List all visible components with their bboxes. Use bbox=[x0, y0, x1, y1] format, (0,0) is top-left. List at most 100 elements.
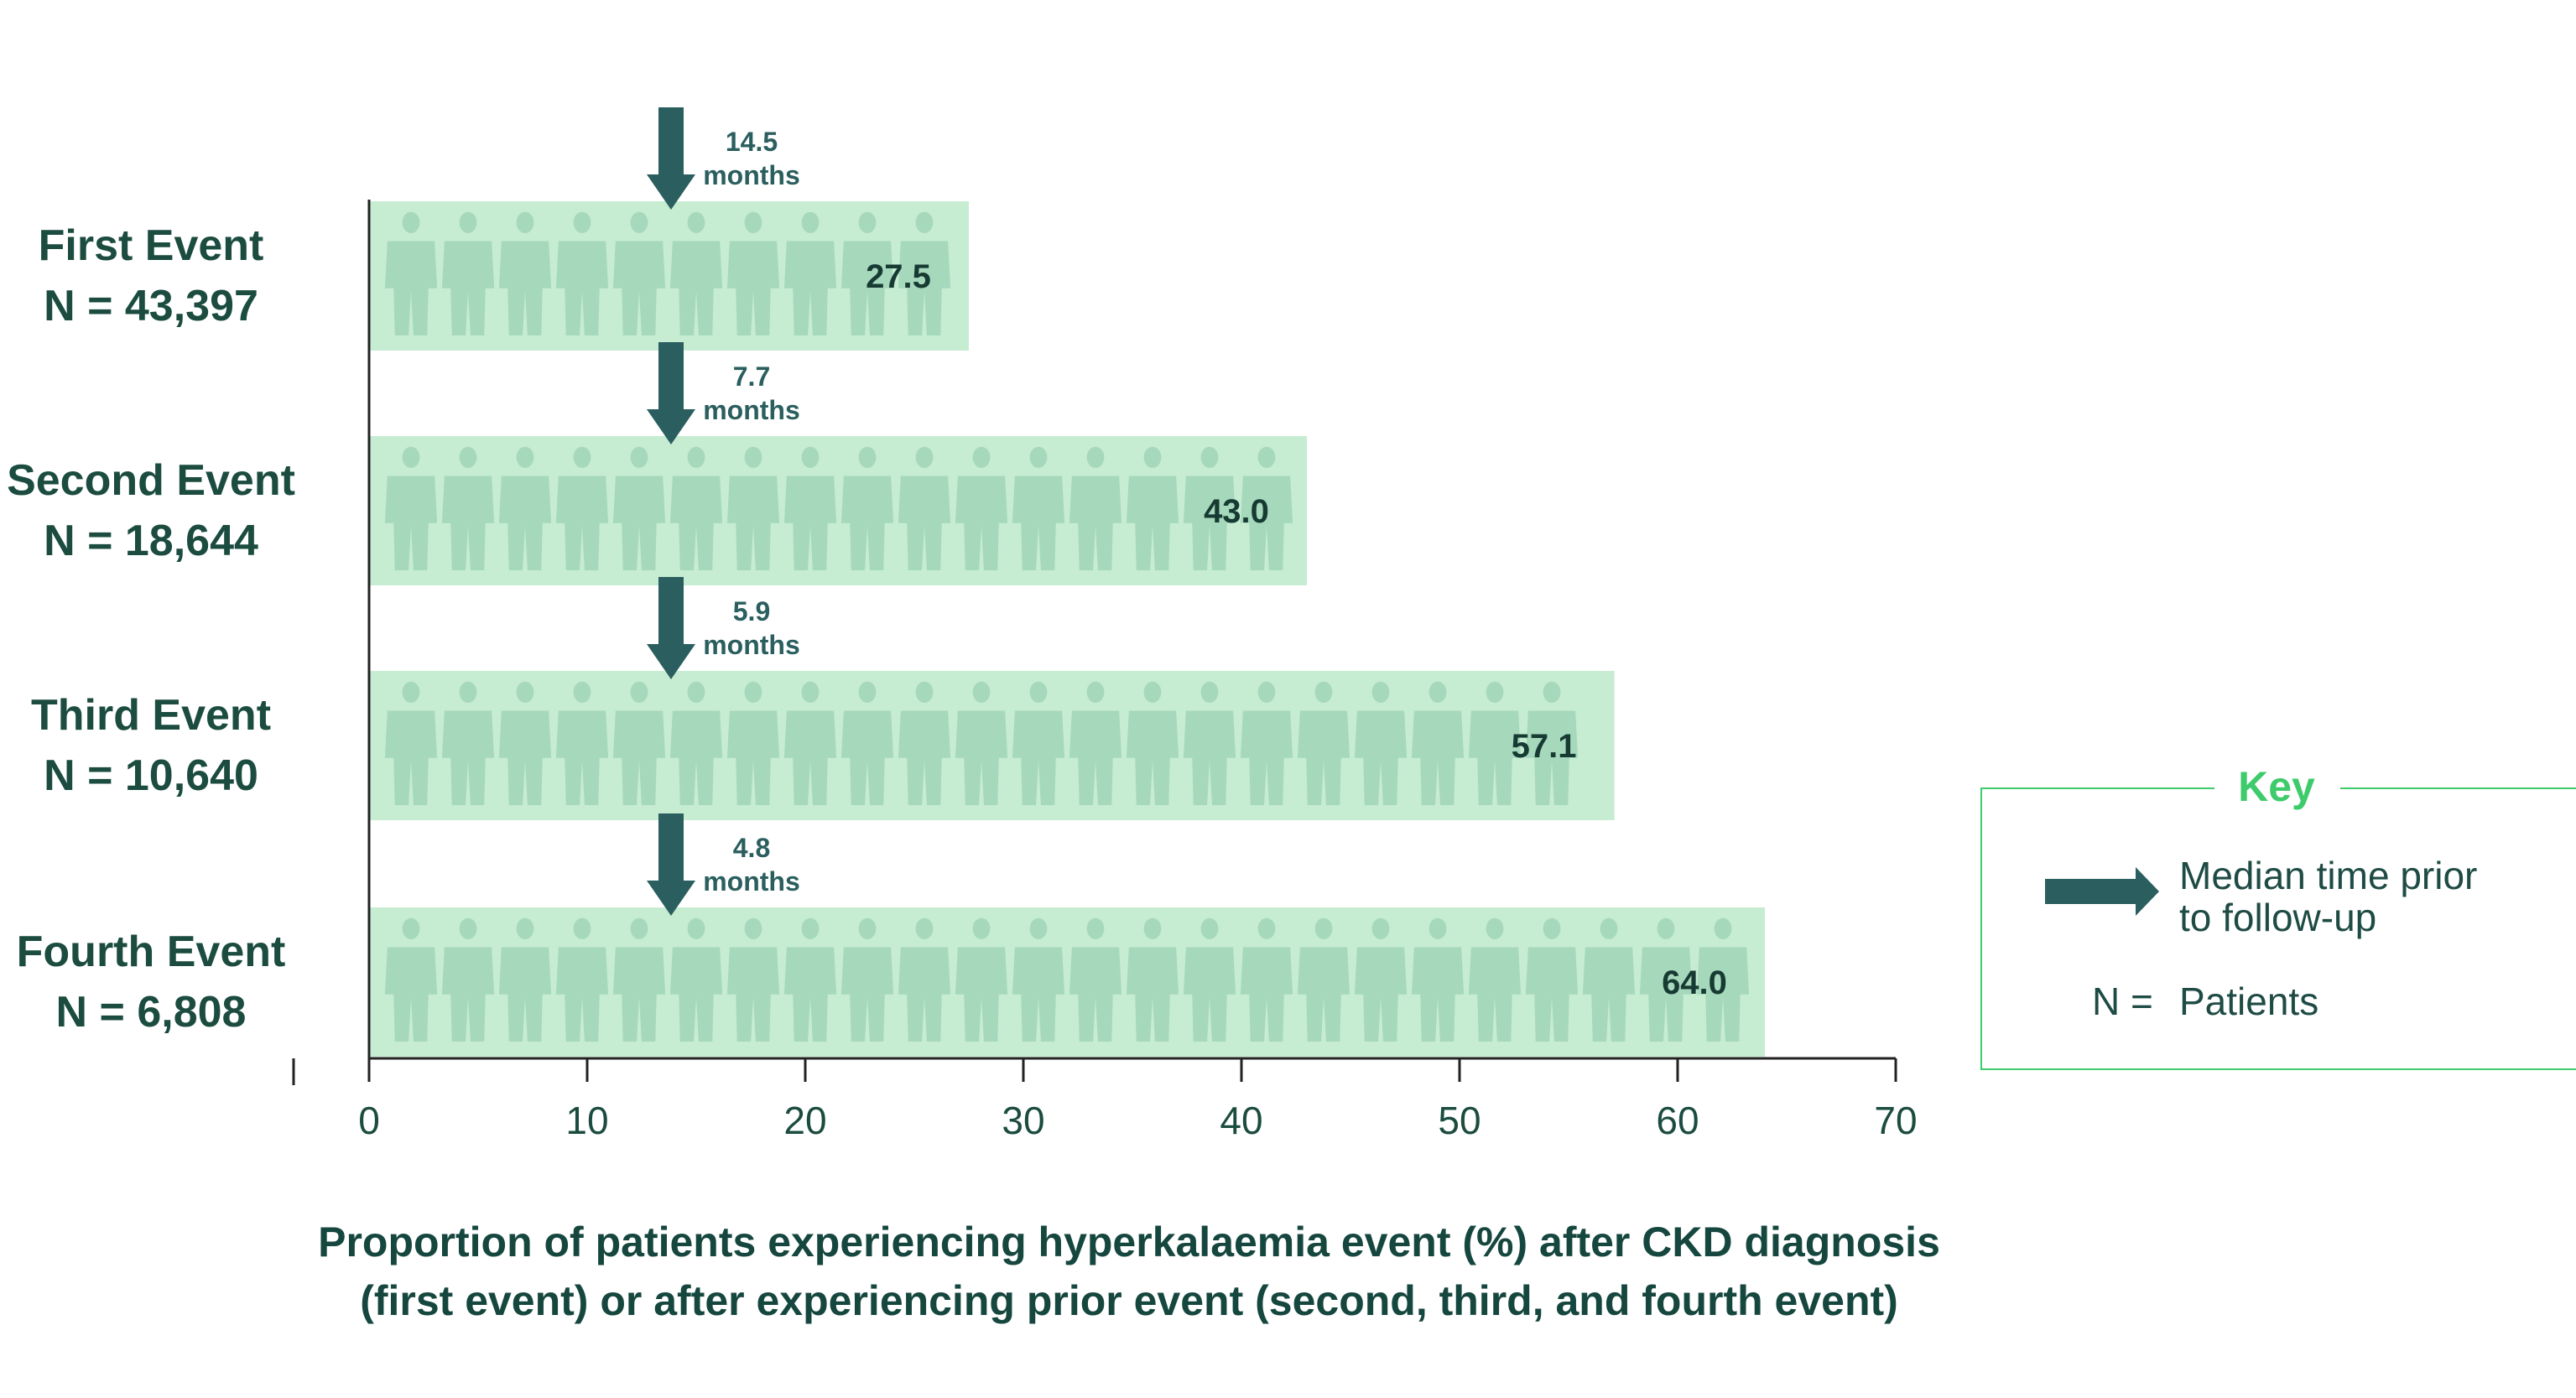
person-icon bbox=[1240, 446, 1293, 570]
category-n-label: N = 6,808 bbox=[56, 988, 247, 1037]
person-icon bbox=[1297, 917, 1350, 1042]
person-icon bbox=[498, 681, 552, 805]
person-icon bbox=[1069, 681, 1122, 805]
person-icon bbox=[384, 917, 438, 1042]
person-icon bbox=[555, 446, 609, 570]
key-arrow-text-line1: Median time prior bbox=[2179, 854, 2477, 897]
key-title: Key bbox=[2238, 763, 2315, 810]
bar-1-person-icons bbox=[384, 211, 951, 335]
bar-value-label: 27.5 bbox=[866, 258, 931, 295]
key-arrow-text-line2: to follow-up bbox=[2179, 896, 2376, 939]
median-time-value: 14.5 bbox=[726, 127, 778, 157]
person-icon bbox=[441, 446, 495, 570]
bars-layer: 27.514.5months43.07.7months57.15.9months… bbox=[369, 107, 1765, 1057]
person-icon bbox=[1411, 917, 1465, 1042]
person-icon bbox=[1468, 917, 1522, 1042]
person-icon bbox=[726, 917, 780, 1042]
person-icon bbox=[840, 917, 894, 1042]
person-icon bbox=[669, 917, 723, 1042]
key-n-text: Patients bbox=[2179, 980, 2318, 1023]
person-icon bbox=[1354, 681, 1408, 805]
person-icon bbox=[1525, 681, 1579, 805]
category-label: Fourth Event bbox=[17, 928, 286, 976]
x-tick-label: 70 bbox=[1874, 1099, 1917, 1142]
median-time-unit: months bbox=[703, 630, 800, 660]
bar-value-label: 64.0 bbox=[1662, 964, 1727, 1001]
person-icon bbox=[1069, 446, 1122, 570]
median-time-arrow-icon bbox=[647, 813, 695, 916]
person-icon bbox=[555, 681, 609, 805]
person-icon bbox=[612, 211, 666, 335]
bar-4-person-icons bbox=[384, 917, 1750, 1042]
person-icon bbox=[612, 681, 666, 805]
person-icon bbox=[384, 446, 438, 570]
person-icon bbox=[498, 211, 552, 335]
person-icon bbox=[612, 917, 666, 1042]
person-icon bbox=[1126, 917, 1179, 1042]
x-axis-title-line2: (first event) or after experiencing prio… bbox=[360, 1277, 1898, 1324]
bar-3-person-icons bbox=[384, 681, 1579, 805]
person-icon bbox=[1696, 917, 1750, 1042]
person-icon bbox=[783, 917, 837, 1042]
person-icon bbox=[1240, 681, 1293, 805]
person-icon bbox=[898, 681, 951, 805]
person-icon bbox=[898, 446, 951, 570]
right-arrow-icon bbox=[2045, 867, 2159, 916]
category-label: First Event bbox=[39, 221, 264, 270]
person-icon bbox=[1525, 917, 1579, 1042]
person-icon bbox=[498, 917, 552, 1042]
median-time-arrow-icon bbox=[647, 107, 695, 210]
category-n-label: N = 18,644 bbox=[44, 517, 258, 565]
category-n-label: N = 43,397 bbox=[44, 282, 258, 330]
person-icon bbox=[783, 446, 837, 570]
person-icon bbox=[783, 681, 837, 805]
person-icon bbox=[1411, 681, 1465, 805]
bar-value-label: 57.1 bbox=[1512, 728, 1577, 765]
person-icon bbox=[1297, 681, 1350, 805]
person-icon bbox=[384, 211, 438, 335]
median-time-unit: months bbox=[703, 395, 800, 425]
median-time-value: 7.7 bbox=[733, 361, 770, 392]
person-icon bbox=[726, 681, 780, 805]
person-icon bbox=[955, 446, 1008, 570]
x-tick-label: 10 bbox=[565, 1099, 608, 1142]
person-icon bbox=[1012, 681, 1065, 805]
person-icon bbox=[898, 211, 951, 335]
category-label: Second Event bbox=[7, 456, 295, 505]
person-icon bbox=[726, 446, 780, 570]
category-label: Third Event bbox=[31, 691, 271, 740]
person-icon bbox=[555, 211, 609, 335]
bar-2-person-icons bbox=[384, 446, 1293, 570]
median-time-arrow-icon bbox=[647, 577, 695, 679]
person-icon bbox=[840, 446, 894, 570]
person-icon bbox=[1012, 446, 1065, 570]
person-icon bbox=[1183, 917, 1236, 1042]
person-icon bbox=[1354, 917, 1408, 1042]
person-icon bbox=[1639, 917, 1693, 1042]
x-tick-label: 0 bbox=[358, 1099, 380, 1142]
person-icon bbox=[612, 446, 666, 570]
person-icon bbox=[441, 917, 495, 1042]
person-icon bbox=[1468, 681, 1522, 805]
person-icon bbox=[441, 211, 495, 335]
median-time-unit: months bbox=[703, 866, 800, 896]
category-n-label: N = 10,640 bbox=[44, 751, 258, 800]
median-time-arrow-icon bbox=[647, 342, 695, 444]
person-icon bbox=[669, 681, 723, 805]
person-icon bbox=[1183, 446, 1236, 570]
person-icon bbox=[1012, 917, 1065, 1042]
key-n-symbol: N = bbox=[2092, 980, 2153, 1023]
key-title-background bbox=[2214, 759, 2340, 818]
person-icon bbox=[726, 211, 780, 335]
x-tick-label: 50 bbox=[1438, 1099, 1481, 1142]
person-icon bbox=[783, 211, 837, 335]
person-icon bbox=[384, 681, 438, 805]
x-tick-label: 40 bbox=[1220, 1099, 1262, 1142]
person-icon bbox=[955, 681, 1008, 805]
category-labels: First Event N = 43,397 Second Event N = 18,… bbox=[7, 221, 295, 1037]
key-box: Key Median time prior to follow-up N = P… bbox=[1980, 759, 2576, 1070]
person-icon bbox=[955, 917, 1008, 1042]
person-icon bbox=[1582, 917, 1636, 1042]
person-icon bbox=[840, 681, 894, 805]
